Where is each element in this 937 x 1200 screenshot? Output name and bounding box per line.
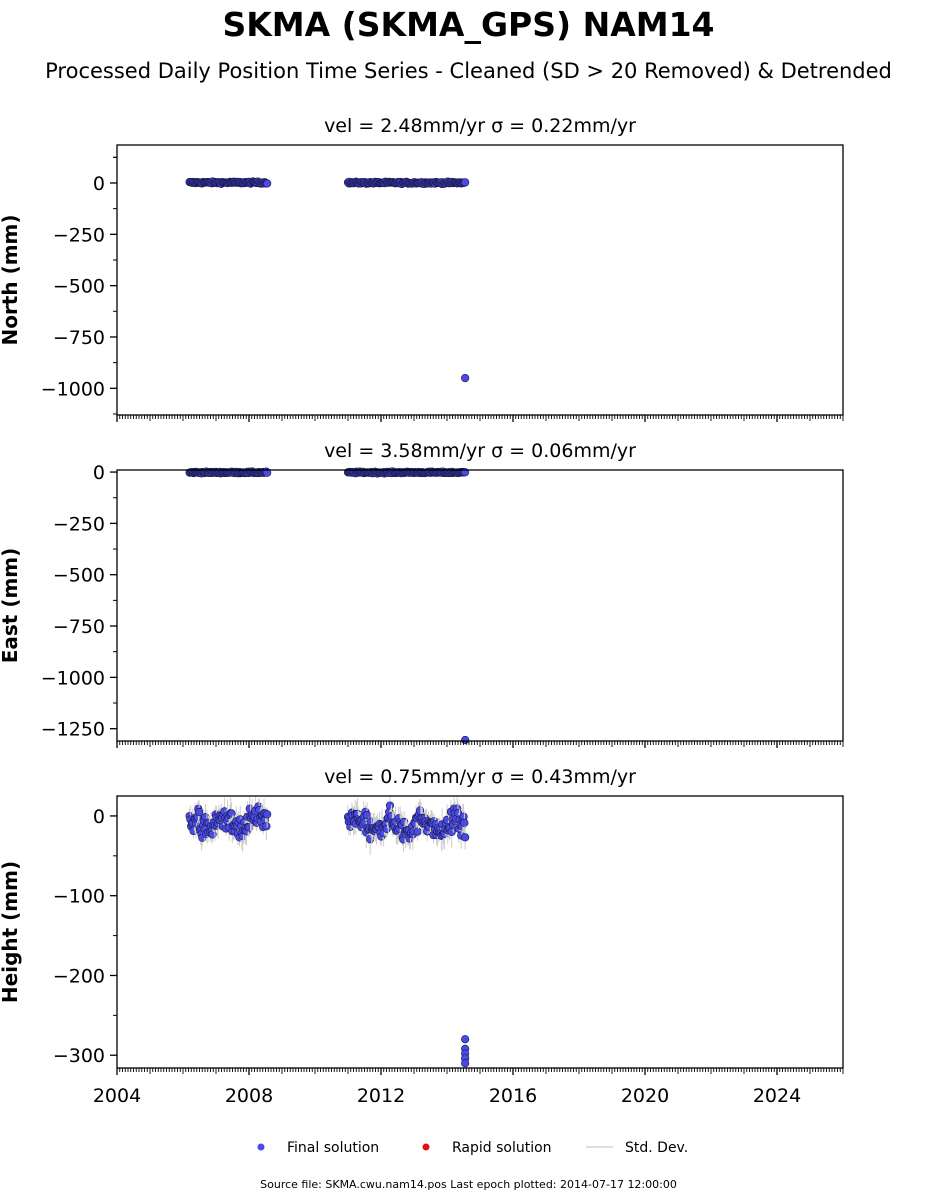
y-tick-label: −500 — [53, 276, 105, 298]
y-tick-label: −500 — [53, 565, 105, 587]
x-tick-label: 2020 — [621, 1085, 669, 1107]
y-tick-label: −300 — [53, 1045, 105, 1067]
y-tick-label: −1250 — [41, 719, 105, 741]
axes-frame-east — [116, 469, 844, 742]
panel-height: vel = 0.75mm/yr σ = 0.43mm/yr Height (mm)… — [0, 766, 844, 1107]
legend-rapid-marker — [422, 1143, 430, 1151]
y-tick-label: −100 — [53, 886, 105, 908]
axes-frame-height — [116, 795, 844, 1069]
data-point — [461, 178, 470, 187]
outlier-point — [461, 1035, 470, 1044]
figure-title: SKMA (SKMA_GPS) NAM14 — [222, 5, 714, 44]
panels: vel = 2.48mm/yr σ = 0.22mm/yr North (mm) 0… — [0, 115, 844, 1107]
y-tick-label: 0 — [93, 173, 105, 195]
legend-rapid-label: Rapid solution — [452, 1140, 552, 1156]
x-tick-label: 2016 — [489, 1085, 537, 1107]
x-tick-label: 2012 — [357, 1085, 405, 1107]
x-tick-label: 2004 — [93, 1085, 141, 1107]
y-tick-label: 0 — [93, 462, 105, 484]
outlier-point — [461, 735, 470, 745]
y-tick-label: 0 — [93, 806, 105, 828]
data-point — [262, 822, 271, 831]
y-tick-label: −1000 — [41, 667, 105, 689]
data-point — [263, 810, 272, 819]
outlier-point — [461, 373, 470, 383]
data-point — [413, 827, 422, 836]
y-axis-label-north: North (mm) — [0, 214, 22, 345]
data-point — [447, 827, 456, 836]
legend-final-label: Final solution — [287, 1140, 379, 1156]
outlier-point — [461, 1059, 470, 1068]
y-tick-label: −1000 — [41, 378, 105, 400]
data-point — [263, 468, 272, 477]
data-point — [461, 833, 470, 842]
y-tick-label: −750 — [53, 616, 105, 638]
series-final-height — [185, 795, 470, 1068]
panel-north: vel = 2.48mm/yr σ = 0.22mm/yr North (mm) 0… — [0, 115, 844, 422]
figure-subtitle: Processed Daily Position Time Series - C… — [45, 59, 892, 83]
panel-title-east: vel = 3.58mm/yr σ = 0.06mm/yr — [324, 440, 636, 462]
legend-final-marker — [257, 1143, 265, 1151]
x-tick-label: 2024 — [753, 1085, 801, 1107]
data-point — [263, 179, 272, 188]
y-axis-label-height: Height (mm) — [0, 861, 22, 1003]
y-tick-label: −200 — [53, 965, 105, 987]
y-tick-label: −750 — [53, 327, 105, 349]
source-note: Source file: SKMA.cwu.nam14.pos Last epo… — [260, 1178, 677, 1191]
series-final-east — [185, 467, 470, 745]
y-tick-label: −250 — [53, 224, 105, 246]
data-point — [385, 801, 395, 810]
data-point — [460, 818, 469, 828]
data-point — [194, 807, 204, 817]
x-tick-label: 2008 — [225, 1085, 273, 1107]
panel-title-height: vel = 0.75mm/yr σ = 0.43mm/yr — [324, 766, 636, 788]
series-final-north — [185, 177, 470, 383]
legend-stddev-label: Std. Dev. — [625, 1140, 688, 1156]
data-point — [227, 809, 236, 818]
y-tick-label: −250 — [53, 513, 105, 535]
y-axis-label-east: East (mm) — [0, 548, 22, 664]
legend: Final solution Rapid solution Std. Dev. — [257, 1140, 688, 1156]
panel-east: vel = 3.58mm/yr σ = 0.06mm/yr East (mm) 0 −… — [0, 440, 844, 748]
panel-title-north: vel = 2.48mm/yr σ = 0.22mm/yr — [324, 115, 636, 137]
